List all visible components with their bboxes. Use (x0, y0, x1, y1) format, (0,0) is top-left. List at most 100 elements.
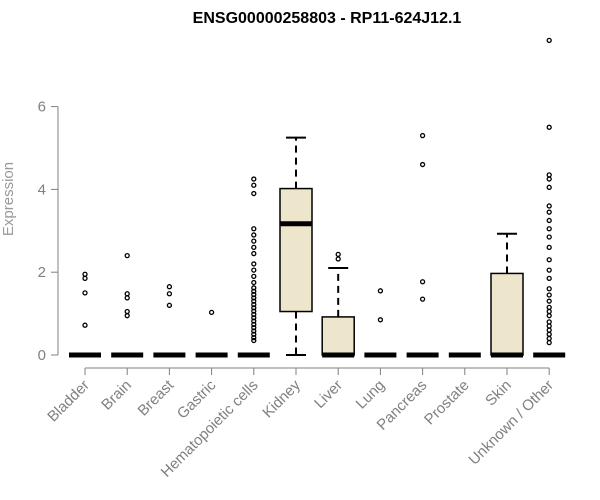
y-tick-label: 4 (38, 181, 46, 198)
outlier-point (546, 172, 552, 178)
outlier-point (251, 238, 257, 244)
box-group (279, 136, 313, 356)
outlier-point (251, 298, 257, 304)
outlier-point (251, 232, 257, 238)
outlier-point (251, 318, 257, 324)
outlier-point (251, 261, 257, 267)
outlier-point (166, 302, 173, 308)
outlier-point (82, 322, 88, 328)
y-tick-label: 0 (38, 347, 46, 364)
outlier-point (546, 37, 552, 44)
outlier-point (251, 288, 257, 294)
outlier-point (208, 309, 215, 316)
box-group (237, 176, 270, 358)
outlier-point (251, 250, 257, 257)
x-tick-label: Lung (353, 377, 389, 413)
outlier-point (251, 337, 257, 344)
outlier-point (546, 308, 552, 315)
outlier-point (546, 327, 552, 333)
outlier-point (546, 257, 552, 263)
outlier-point (251, 285, 257, 291)
outlier-point (251, 273, 257, 279)
outlier-point (124, 308, 130, 315)
outlier-point (419, 296, 426, 302)
outlier-point (546, 298, 552, 304)
outlier-point (546, 184, 552, 190)
outlier-point (166, 291, 173, 297)
x-tick-label: Bladder (44, 377, 93, 426)
outlier-point (251, 176, 257, 182)
outlier-point (124, 295, 130, 301)
outlier-point (82, 275, 88, 282)
x-tick-label: Breast (135, 376, 178, 419)
outlier-point (546, 292, 552, 298)
outlier-point (251, 279, 257, 286)
box-group (490, 232, 524, 358)
outlier-point (251, 334, 257, 341)
outlier-point (546, 176, 552, 182)
box-group (364, 288, 397, 358)
y-tick-label: 2 (38, 264, 46, 281)
outlier-point (251, 182, 257, 188)
outlier-point (251, 305, 257, 311)
outlier-point (335, 251, 341, 258)
plot-area (69, 37, 566, 358)
outlier-point (82, 271, 88, 277)
outlier-point (335, 256, 341, 262)
outlier-point (251, 301, 257, 308)
outlier-point (166, 284, 173, 290)
outlier-point (251, 315, 257, 321)
box-group (406, 132, 439, 358)
outlier-point (546, 335, 552, 342)
y-axis-label: Expression (0, 162, 17, 236)
outlier-point (251, 308, 257, 314)
outlier-point (251, 311, 257, 318)
outlier-point (546, 331, 552, 337)
outlier-point (546, 244, 552, 251)
box (279, 187, 313, 313)
x-tick-label: Skin (482, 377, 515, 410)
box-group (195, 309, 228, 358)
outlier-point (251, 291, 257, 298)
outlier-point (419, 279, 426, 285)
outlier-point (251, 190, 257, 197)
box (321, 316, 355, 356)
outlier-point (546, 275, 552, 282)
outlier-point (251, 331, 257, 337)
box-group (69, 271, 101, 358)
chart-title: ENSG00000258803 - RP11-624J12.1 (193, 10, 462, 27)
outlier-point (546, 267, 552, 273)
outlier-point (251, 295, 257, 301)
y-axis: 0 2 4 6 (38, 99, 59, 364)
outlier-point (251, 325, 257, 331)
outlier-point (377, 317, 384, 323)
outlier-point (546, 226, 552, 232)
outlier-point (251, 226, 257, 232)
outlier-point (546, 209, 552, 215)
outlier-point (124, 252, 130, 259)
outlier-point (546, 286, 552, 292)
box-group (153, 284, 186, 358)
outlier-point (419, 161, 426, 168)
outlier-point (419, 132, 426, 139)
outlier-point (546, 339, 552, 346)
outlier-point (82, 290, 88, 296)
outlier-point (546, 217, 552, 224)
outlier-point (251, 321, 257, 328)
outlier-point (546, 313, 552, 319)
x-tick-label: Brain (98, 377, 135, 414)
y-tick-label: 6 (38, 99, 46, 116)
outlier-point (546, 203, 552, 209)
outlier-point (251, 244, 257, 251)
outlier-point (251, 267, 257, 273)
outlier-point (546, 124, 552, 130)
x-tick-label: Kidney (259, 376, 304, 421)
outlier-point (251, 328, 257, 334)
outlier-point (124, 291, 130, 297)
box (490, 272, 524, 356)
outlier-point (377, 288, 384, 294)
outlier-point (124, 313, 130, 319)
x-tick-label: Liver (311, 377, 346, 412)
